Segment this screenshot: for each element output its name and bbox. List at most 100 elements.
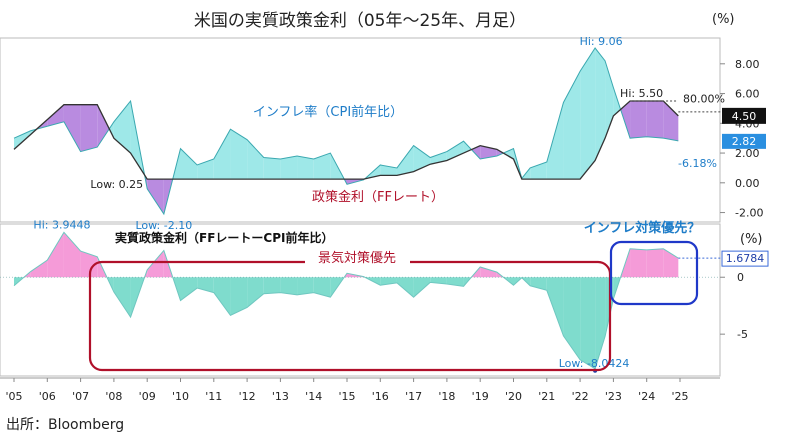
policy-low-label: Low: 0.25	[90, 178, 143, 191]
x-tick-label: '16	[372, 390, 389, 403]
real-rate-last-value-box	[721, 250, 769, 267]
real-rate-fill-segment	[113, 277, 131, 318]
spread-fill-segment	[580, 48, 596, 180]
real-rate-fill-segment	[530, 277, 547, 291]
inflation-low-label: Low: -2.10	[135, 219, 192, 232]
spread-fill-segment	[595, 48, 606, 161]
x-tick-label: '08	[105, 390, 122, 403]
real-rate-fill-segment	[280, 277, 298, 295]
spread-fill-segment	[280, 156, 298, 180]
x-tick-label: '21	[538, 390, 555, 403]
pct-label-80: 80.00%	[683, 92, 725, 105]
x-tick-label: '22	[572, 390, 589, 403]
real-rate-fill-segment	[313, 277, 331, 298]
inflation-series-name: インフレ率（CPI前年比）	[253, 104, 403, 120]
spread-fill-segment	[14, 130, 31, 150]
x-tick-label: '07	[72, 390, 89, 403]
top-unit-label: (%)	[712, 12, 735, 27]
real-rate-fill-segment	[147, 250, 164, 278]
spread-fill-segment	[605, 60, 614, 139]
x-tick-label: '10	[172, 390, 189, 403]
top-y-tick-label: 0.00	[735, 177, 760, 190]
spread-fill-segment	[213, 129, 231, 180]
spread-fill-segment	[47, 104, 64, 127]
real-rate-high-label: Hi: 3.9448	[33, 218, 90, 231]
real-rate-fill-segment	[480, 266, 497, 278]
real-rate-fill-segment	[247, 277, 264, 308]
real-rate-low-label: Low: -8.0424	[559, 357, 630, 370]
tightening-period-box	[609, 240, 699, 306]
policy-last-value-box	[722, 107, 766, 124]
real-rate-last-value: 1.6784	[726, 252, 765, 265]
spread-fill-segment	[620, 100, 631, 139]
bottom-y-tick-label: -5	[737, 328, 748, 341]
source-note: 出所：Bloomberg	[6, 417, 125, 433]
easing-period-label-bg	[305, 248, 410, 266]
inflation-high-label: Hi: 9.06	[580, 35, 623, 48]
real-rate-fill-segment	[180, 277, 198, 301]
real-rate-fill-segment	[580, 277, 596, 369]
real-rate-fill-segment	[546, 277, 564, 336]
inflation-last-value: 2.82	[732, 135, 757, 148]
inflation-last-value-box	[722, 133, 766, 149]
x-tick-label: '09	[139, 390, 156, 403]
spread-fill-segment	[313, 153, 331, 180]
x-tick-label: '24	[638, 390, 655, 403]
real-rate-fill-segment	[297, 277, 314, 295]
bottom-panel-frame	[0, 223, 721, 377]
spread-fill-segment	[247, 139, 264, 180]
x-tick-label: '17	[405, 390, 422, 403]
spread-fill-segment	[97, 104, 110, 148]
spread-fill-segment	[109, 121, 114, 139]
real-rate-series-line	[13, 231, 679, 370]
spread-fill-segment	[263, 157, 281, 180]
spread-fill-segment	[230, 129, 248, 180]
x-tick-label: '11	[205, 390, 222, 403]
spread-fill-segment	[613, 87, 621, 116]
spread-fill-segment	[646, 100, 664, 139]
inflation-series-line	[13, 47, 679, 216]
top-y-tick-label: 6.00	[735, 88, 760, 101]
spread-fill-segment	[396, 145, 414, 176]
top-y-tick-label: -2.00	[735, 207, 763, 220]
real-rate-fill-segment	[47, 232, 64, 278]
x-tick-label: '14	[305, 390, 322, 403]
real-rate-fill-segment	[63, 232, 81, 278]
bottom-unit-label: (%)	[740, 232, 763, 247]
spread-fill-segment	[546, 102, 564, 180]
real-rate-fill-segment	[630, 248, 647, 278]
bottom-y-tick-label: 0	[737, 271, 744, 284]
real-rate-fill-segment	[230, 277, 248, 316]
real-rate-fill-segment	[646, 248, 664, 278]
top-y-tick-label: 8.00	[735, 58, 760, 71]
policy-last-value: 4.50	[732, 110, 757, 123]
policy-rate-series-line	[13, 100, 679, 180]
real-rate-fill-segment	[595, 277, 606, 369]
real-rate-fill-segment	[396, 277, 414, 298]
real-rate-fill-segment	[80, 251, 98, 278]
policy-series-name: 政策金利（FFレート）	[312, 189, 444, 205]
x-tick-label: '20	[505, 390, 522, 403]
x-tick-label: '12	[239, 390, 256, 403]
x-tick-label: '06	[39, 390, 56, 403]
real-rate-fill-segment	[30, 260, 48, 278]
x-tick-label: '23	[605, 390, 622, 403]
spread-fill-segment	[197, 159, 214, 180]
top-panel-frame	[0, 37, 721, 223]
real-rate-fill-segment	[413, 277, 431, 298]
spread-fill-segment	[446, 141, 464, 161]
x-tick-label: '05	[5, 390, 22, 403]
tightening-period-label: インフレ対策優先？	[584, 220, 701, 236]
spread-fill-segment	[180, 148, 198, 180]
spread-fill-segment	[63, 104, 81, 152]
x-tick-label: '15	[338, 390, 355, 403]
real-rate-fill-segment	[563, 277, 581, 360]
easing-period-label: 景気対策優先	[318, 250, 396, 266]
x-tick-label: '19	[472, 390, 489, 403]
pct-label-neg: -6.18%	[678, 157, 717, 170]
real-rate-fill-segment	[446, 277, 464, 287]
x-tick-label: '18	[438, 390, 455, 403]
real-rate-series-name: 実質政策金利（FFレートーCPI前年比）	[115, 230, 333, 245]
spread-fill-segment	[297, 156, 314, 180]
